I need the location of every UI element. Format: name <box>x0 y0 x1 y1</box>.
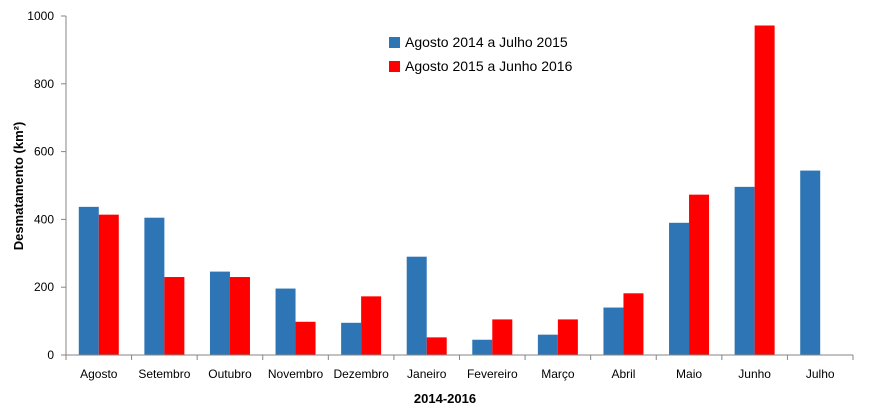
bar-series-1-novembro <box>275 288 296 355</box>
x-tick-label: Maio <box>676 367 702 381</box>
bar-series-1-junho <box>734 186 755 355</box>
bar-series-1-março <box>537 334 558 355</box>
y-tick-label: 1000 <box>27 9 54 23</box>
x-tick-label: Outubro <box>208 367 252 381</box>
x-axis-title: 2014-2016 <box>414 391 476 406</box>
bar-series-2-março <box>557 319 578 355</box>
x-tick-label: Março <box>541 367 575 381</box>
x-axis-ticks: Agosto Setembro Outubro Novembro Dezembro Jan… <box>65 355 854 381</box>
bar-series-2-outubro <box>229 277 250 355</box>
bars <box>78 25 821 355</box>
bar-series-2-abril <box>623 293 644 355</box>
bar-series-1-julho <box>800 170 821 355</box>
legend-swatch-2 <box>389 61 400 72</box>
legend: Agosto 2014 a Julho 2015 Agosto 2015 a Ju… <box>389 34 573 74</box>
bar-series-1-abril <box>603 307 624 355</box>
bar-series-2-novembro <box>295 321 316 355</box>
bar-series-2-fevereiro <box>492 319 513 355</box>
x-tick-label: Agosto <box>80 367 118 381</box>
x-tick-label: Abril <box>611 367 635 381</box>
legend-label-1: Agosto 2014 a Julho 2015 <box>405 34 568 50</box>
legend-label-2: Agosto 2015 a Junho 2016 <box>405 58 573 74</box>
x-tick-label: Dezembro <box>333 367 389 381</box>
bar-series-2-janeiro <box>426 337 447 355</box>
y-tick-label: 0 <box>47 348 54 362</box>
y-tick-label: 600 <box>34 145 54 159</box>
y-tick-label: 400 <box>34 212 54 226</box>
y-axis-ticks: 0 200 400 600 800 1000 <box>27 9 66 362</box>
y-axis-title: Desmatamento (km²) <box>11 122 26 251</box>
bar-series-1-setembro <box>144 217 165 355</box>
x-tick-label: Junho <box>738 367 771 381</box>
x-tick-label: Julho <box>806 367 835 381</box>
bar-series-2-dezembro <box>361 296 382 355</box>
bar-series-2-setembro <box>164 277 185 355</box>
bar-series-1-maio <box>669 222 690 355</box>
bar-series-1-outubro <box>209 271 230 355</box>
x-tick-label: Setembro <box>138 367 190 381</box>
bar-series-1-agosto <box>78 206 99 355</box>
y-tick-label: 800 <box>34 77 54 91</box>
bar-series-1-dezembro <box>341 322 362 355</box>
x-tick-label: Novembro <box>268 367 324 381</box>
y-tick-label: 200 <box>34 280 54 294</box>
x-tick-label: Fevereiro <box>467 367 518 381</box>
legend-swatch-1 <box>389 37 400 48</box>
bar-series-1-fevereiro <box>472 339 493 355</box>
bar-series-2-agosto <box>98 214 119 355</box>
x-tick-label: Janeiro <box>407 367 447 381</box>
bar-series-1-janeiro <box>406 256 427 355</box>
bar-series-2-maio <box>689 194 710 355</box>
bar-series-2-junho <box>754 25 775 355</box>
